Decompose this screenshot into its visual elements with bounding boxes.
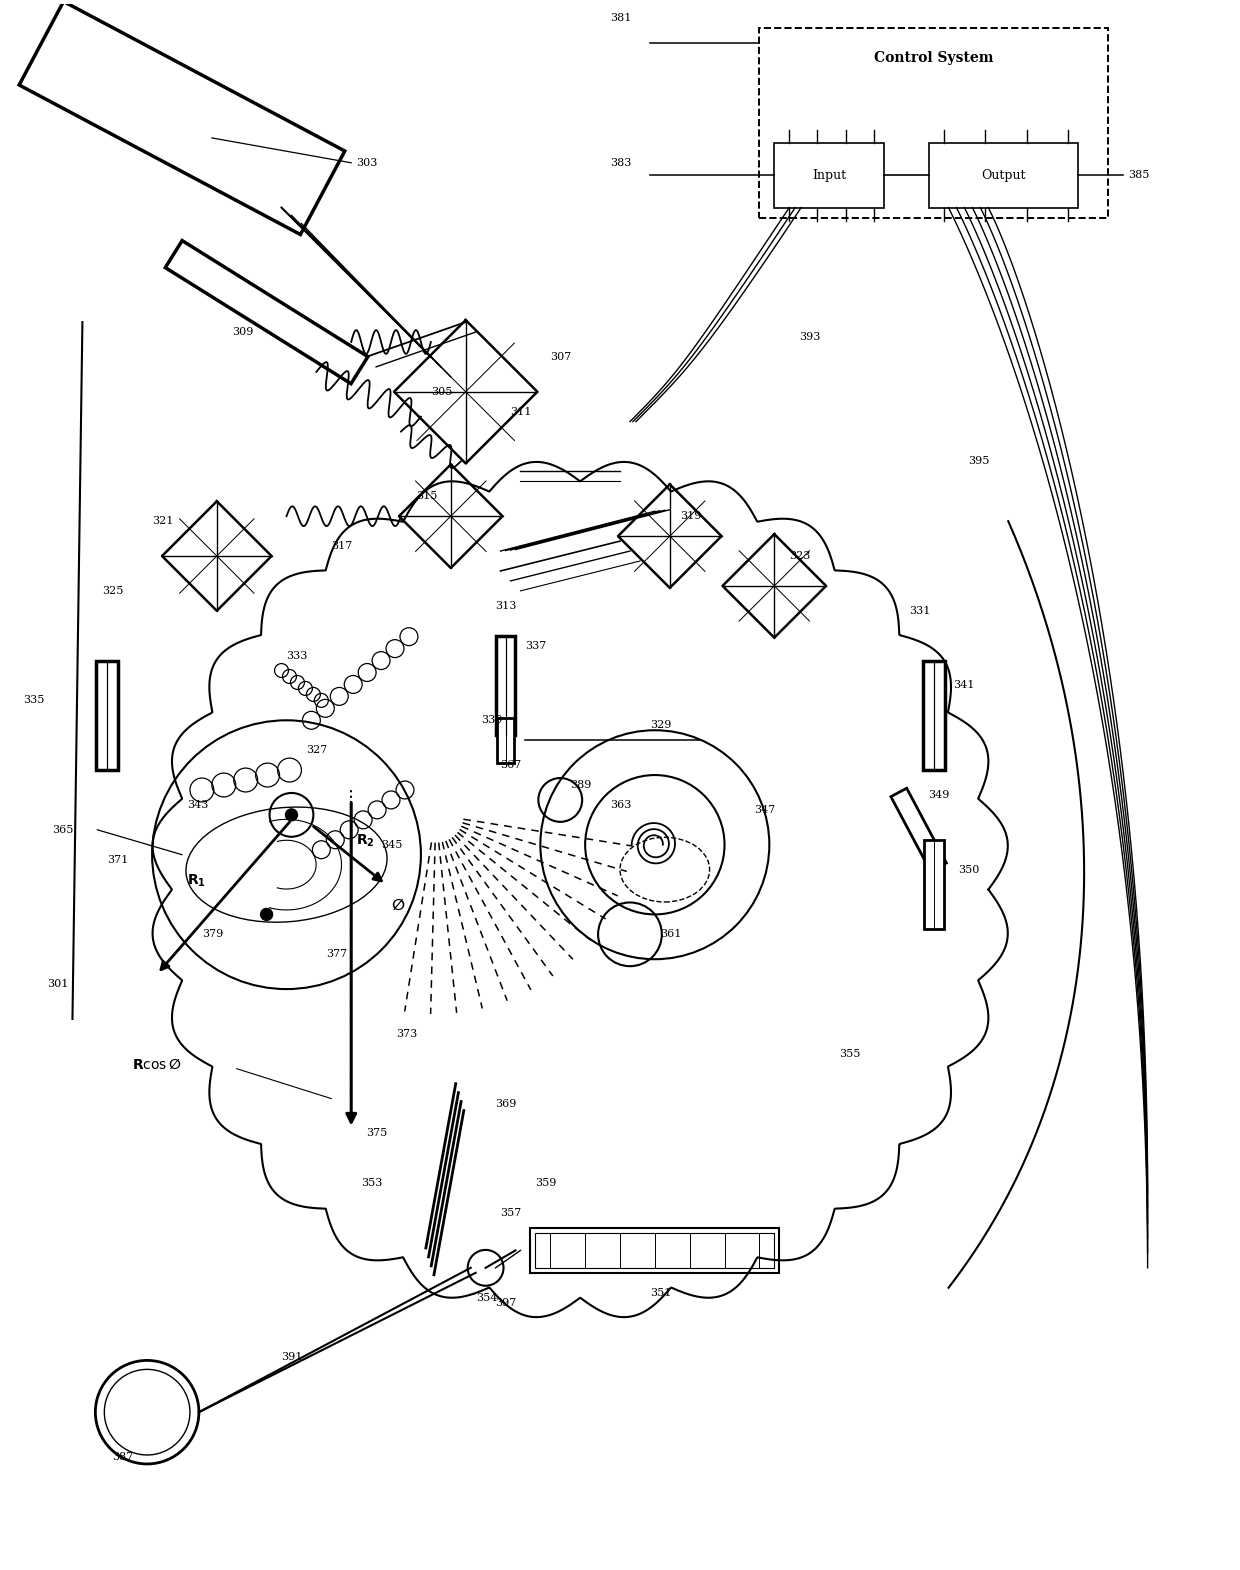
Text: 333: 333 (286, 650, 308, 661)
Text: 357: 357 (501, 1207, 522, 1218)
Circle shape (467, 1250, 503, 1286)
Text: 379: 379 (202, 929, 223, 939)
Text: Control System: Control System (874, 52, 993, 66)
Text: 317: 317 (331, 542, 352, 551)
Text: 381: 381 (610, 14, 631, 24)
Circle shape (285, 809, 298, 821)
Text: 377: 377 (326, 950, 347, 959)
Text: 303: 303 (356, 159, 377, 168)
Text: 359: 359 (536, 1178, 557, 1188)
Text: 349: 349 (929, 790, 950, 801)
Text: 345: 345 (381, 840, 403, 849)
Text: 369: 369 (496, 1099, 517, 1108)
Text: 347: 347 (754, 805, 776, 815)
Text: 329: 329 (650, 721, 671, 730)
Text: 367: 367 (501, 760, 522, 771)
Text: 325: 325 (103, 586, 124, 597)
Text: 331: 331 (909, 606, 930, 615)
Text: 371: 371 (108, 854, 129, 865)
Text: 387: 387 (113, 1452, 134, 1462)
Text: 383: 383 (610, 159, 631, 168)
Bar (924, 840, 944, 929)
Text: 375: 375 (366, 1129, 387, 1138)
Text: 391: 391 (281, 1352, 303, 1363)
Text: 311: 311 (511, 407, 532, 416)
Text: 353: 353 (361, 1178, 382, 1188)
Text: $\mathbf{R_1}$: $\mathbf{R_1}$ (187, 873, 206, 889)
Text: 327: 327 (306, 746, 327, 755)
Text: 315: 315 (415, 491, 438, 501)
Text: 339: 339 (481, 716, 502, 725)
Text: 373: 373 (396, 1028, 417, 1039)
Text: 393: 393 (800, 331, 821, 342)
Text: 321: 321 (153, 517, 174, 526)
Text: 307: 307 (551, 352, 572, 363)
Text: $\mathbf{\emptyset}$: $\mathbf{\emptyset}$ (391, 896, 405, 912)
Text: 313: 313 (496, 601, 517, 611)
Text: 335: 335 (22, 696, 45, 705)
Polygon shape (19, 2, 345, 234)
Text: $\mathbf{R}\cos\mathbf{\emptyset}$: $\mathbf{R}\cos\mathbf{\emptyset}$ (133, 1058, 182, 1072)
Text: 301: 301 (47, 980, 69, 989)
Text: 305: 305 (430, 386, 453, 397)
Text: 395: 395 (968, 457, 990, 466)
Bar (97, 661, 118, 769)
Text: $\mathbf{R_2}$: $\mathbf{R_2}$ (356, 832, 374, 849)
Text: 355: 355 (839, 1049, 861, 1058)
Bar (496, 717, 515, 763)
Text: 350: 350 (959, 865, 980, 874)
FancyBboxPatch shape (774, 143, 884, 207)
Bar (496, 636, 516, 735)
Text: 363: 363 (610, 799, 631, 810)
Text: 385: 385 (1127, 170, 1149, 181)
Bar (531, 1228, 779, 1273)
Text: 309: 309 (232, 327, 253, 338)
Text: 389: 389 (570, 780, 591, 790)
Text: 351: 351 (650, 1287, 671, 1298)
Text: 397: 397 (496, 1298, 517, 1308)
Text: Input: Input (812, 168, 846, 182)
Text: 343: 343 (187, 799, 208, 810)
Bar (536, 1232, 774, 1269)
Text: 365: 365 (52, 824, 74, 835)
Text: 361: 361 (660, 929, 681, 939)
Text: 354: 354 (476, 1292, 497, 1303)
Polygon shape (890, 788, 946, 871)
Text: 337: 337 (526, 641, 547, 650)
FancyBboxPatch shape (929, 143, 1078, 207)
FancyBboxPatch shape (759, 28, 1107, 218)
Text: 319: 319 (680, 512, 701, 521)
Text: 341: 341 (954, 680, 975, 691)
Text: 323: 323 (789, 551, 811, 560)
Text: Output: Output (981, 168, 1025, 182)
Bar (923, 661, 945, 769)
Circle shape (260, 909, 273, 920)
Polygon shape (165, 240, 368, 383)
